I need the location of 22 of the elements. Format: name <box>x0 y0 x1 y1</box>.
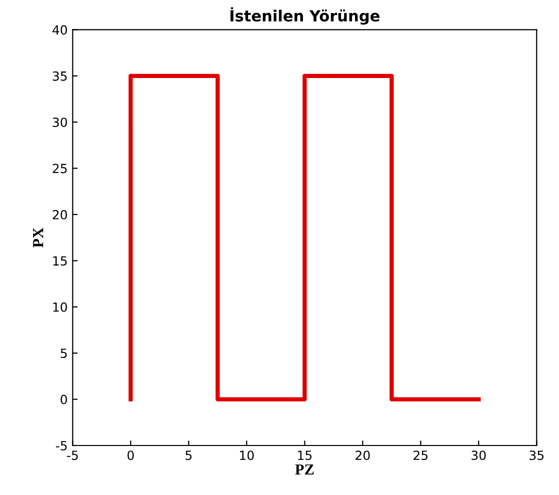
x-tick-label: 10 <box>240 450 254 460</box>
x-tick-label: 15 <box>298 450 312 460</box>
y-tick-label: 35 <box>52 71 67 81</box>
y-tick-label: 15 <box>53 256 67 266</box>
y-tick-label: 25 <box>52 164 67 174</box>
y-tick-label: -5 <box>56 441 67 450</box>
y-tick-label: 30 <box>52 118 67 128</box>
x-tick-label: 35 <box>530 450 544 460</box>
y-tick-label: 5 <box>60 348 67 358</box>
x-tick-label: -5 <box>67 450 78 460</box>
y-tick-label: 10 <box>53 302 67 312</box>
x-tick-label: 30 <box>472 450 486 460</box>
x-axis-title: PZ <box>295 464 314 474</box>
chart-title: İstenilen Yörünge <box>230 7 380 25</box>
y-tick-label: 40 <box>52 25 67 35</box>
x-tick-label: 20 <box>356 450 370 460</box>
x-tick-label: 0 <box>128 450 134 460</box>
x-tick-label: 25 <box>414 450 428 460</box>
y-tick-label: 0 <box>60 394 67 404</box>
y-tick-label: 20 <box>52 210 67 220</box>
x-tick-label: 5 <box>186 450 192 460</box>
y-axis-title: PX <box>33 228 44 248</box>
